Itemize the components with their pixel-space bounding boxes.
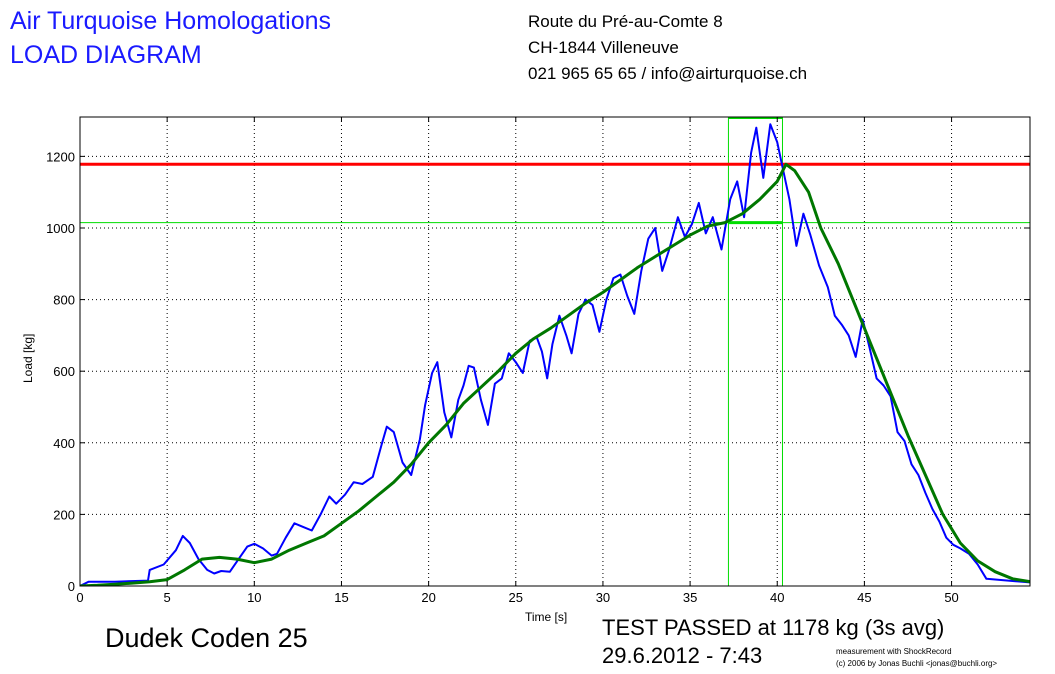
credit-measurement: measurement with ShockRecord — [836, 647, 952, 656]
y-tick-label: 200 — [53, 507, 75, 522]
x-tick-label: 25 — [509, 590, 523, 605]
average-load-line — [80, 162, 1030, 586]
y-tick-label: 1200 — [46, 149, 75, 164]
axis-ticks: 0 5 10 15 20 25 30 35 40 45 50 0 200 400 600 800 1000 120… — [46, 117, 1030, 605]
y-tick-label: 800 — [53, 293, 75, 308]
x-tick-label: 0 — [76, 590, 83, 605]
x-tick-label: 40 — [770, 590, 784, 605]
address-city: CH-1844 Villeneuve — [528, 38, 679, 57]
x-tick-label: 5 — [164, 590, 171, 605]
x-tick-label: 20 — [421, 590, 435, 605]
y-axis-label: Load [kg] — [21, 334, 35, 383]
reference-lines — [80, 117, 1030, 586]
x-tick-label: 50 — [944, 590, 958, 605]
x-tick-label: 35 — [683, 590, 697, 605]
series-layer — [80, 123, 1030, 586]
x-tick-label: 45 — [857, 590, 871, 605]
document-title: LOAD DIAGRAM — [10, 41, 202, 69]
credit-author: (c) 2006 by Jonas Buchli <jonas@buchli.o… — [836, 659, 998, 668]
x-tick-label: 30 — [596, 590, 610, 605]
raw-load-line — [80, 123, 1030, 586]
y-tick-label: 400 — [53, 436, 75, 451]
test-result-text: TEST PASSED at 1178 kg (3s avg) — [602, 615, 945, 640]
plot-area — [80, 117, 1030, 586]
contact-info: 021 965 65 65 / info@airturquoise.ch — [528, 64, 808, 83]
test-result: TEST PASSED at 1178 kg (3s avg) 29.6.201… — [602, 614, 944, 670]
test-datetime: 29.6.2012 - 7:43 — [602, 643, 763, 668]
x-axis-label: Time [s] — [525, 610, 567, 624]
plot-frame — [79, 116, 1031, 587]
y-tick-label: 600 — [53, 364, 75, 379]
address-street: Route du Pré-au-Comte 8 — [528, 12, 723, 31]
x-tick-label: 10 — [247, 590, 261, 605]
y-tick-label: 1000 — [46, 221, 75, 236]
y-tick-label: 0 — [68, 579, 75, 594]
glider-name: Dudek Coden 25 — [105, 623, 308, 653]
company-name: Air Turquoise Homologations — [10, 7, 331, 35]
x-tick-label: 15 — [334, 590, 348, 605]
